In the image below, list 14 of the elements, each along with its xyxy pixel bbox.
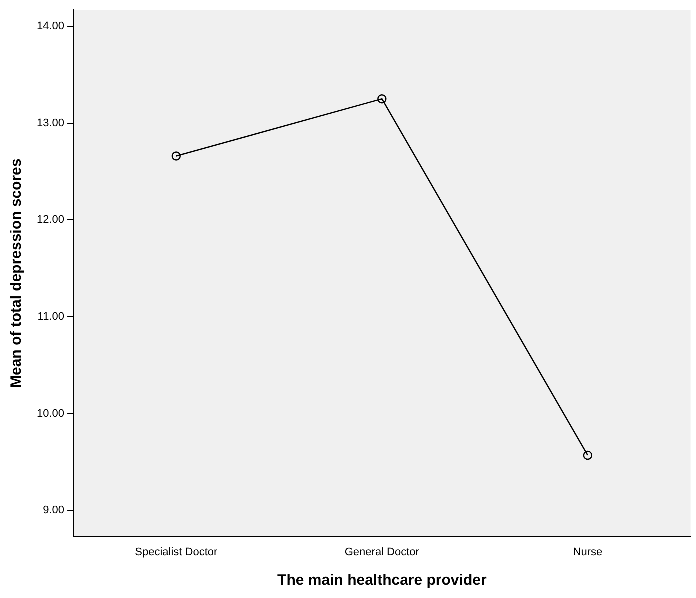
y-tick-label: 12.00 [36, 214, 65, 226]
x-tick-label: Specialist Doctor [135, 546, 218, 558]
x-tick-label: Nurse [573, 546, 603, 558]
y-tick-label: 14.00 [36, 20, 65, 32]
x-axis-title: The main healthcare provider [278, 572, 487, 590]
y-tick-label: 11.00 [38, 311, 65, 324]
y-axis-title: Mean of total depression scores [8, 158, 26, 388]
x-tick-label: General Doctor [344, 546, 420, 558]
point [378, 94, 387, 104]
y-tick-label: 10.00 [36, 408, 65, 420]
point [583, 450, 593, 460]
y-tick-label: 13.00 [36, 117, 65, 130]
y-tick-label: 9.00 [43, 504, 65, 517]
point [172, 152, 182, 161]
